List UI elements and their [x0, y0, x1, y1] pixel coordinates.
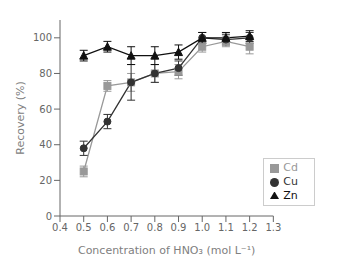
- svg-text:100: 100: [33, 32, 52, 43]
- svg-text:0.7: 0.7: [123, 222, 139, 233]
- html-text:Cd: Cd: [283, 161, 298, 174]
- html-text:Cu: Cu: [283, 175, 298, 188]
- svg-text:1.1: 1.1: [218, 222, 234, 233]
- svg-text:0.9: 0.9: [171, 222, 187, 233]
- svg-text:0: 0: [46, 211, 52, 222]
- svg-text:0.5: 0.5: [76, 222, 92, 233]
- svg-text:0.6: 0.6: [99, 222, 115, 233]
- svg-text:Recovery (%): Recovery (%): [14, 81, 27, 155]
- svg-text:Concentration of HNO₃ (mol L⁻¹: Concentration of HNO₃ (mol L⁻¹): [78, 244, 255, 257]
- svg-text:1.2: 1.2: [242, 222, 258, 233]
- svg-text:40: 40: [39, 139, 52, 150]
- svg-text:0.8: 0.8: [147, 222, 163, 233]
- svg-text:80: 80: [39, 68, 52, 79]
- svg-text:0.4: 0.4: [52, 222, 68, 233]
- html-text:Zn: Zn: [283, 189, 298, 202]
- svg-text:1.3: 1.3: [265, 222, 281, 233]
- svg-text:60: 60: [39, 104, 52, 115]
- svg-text:1.0: 1.0: [194, 222, 210, 233]
- svg-text:20: 20: [39, 175, 52, 186]
